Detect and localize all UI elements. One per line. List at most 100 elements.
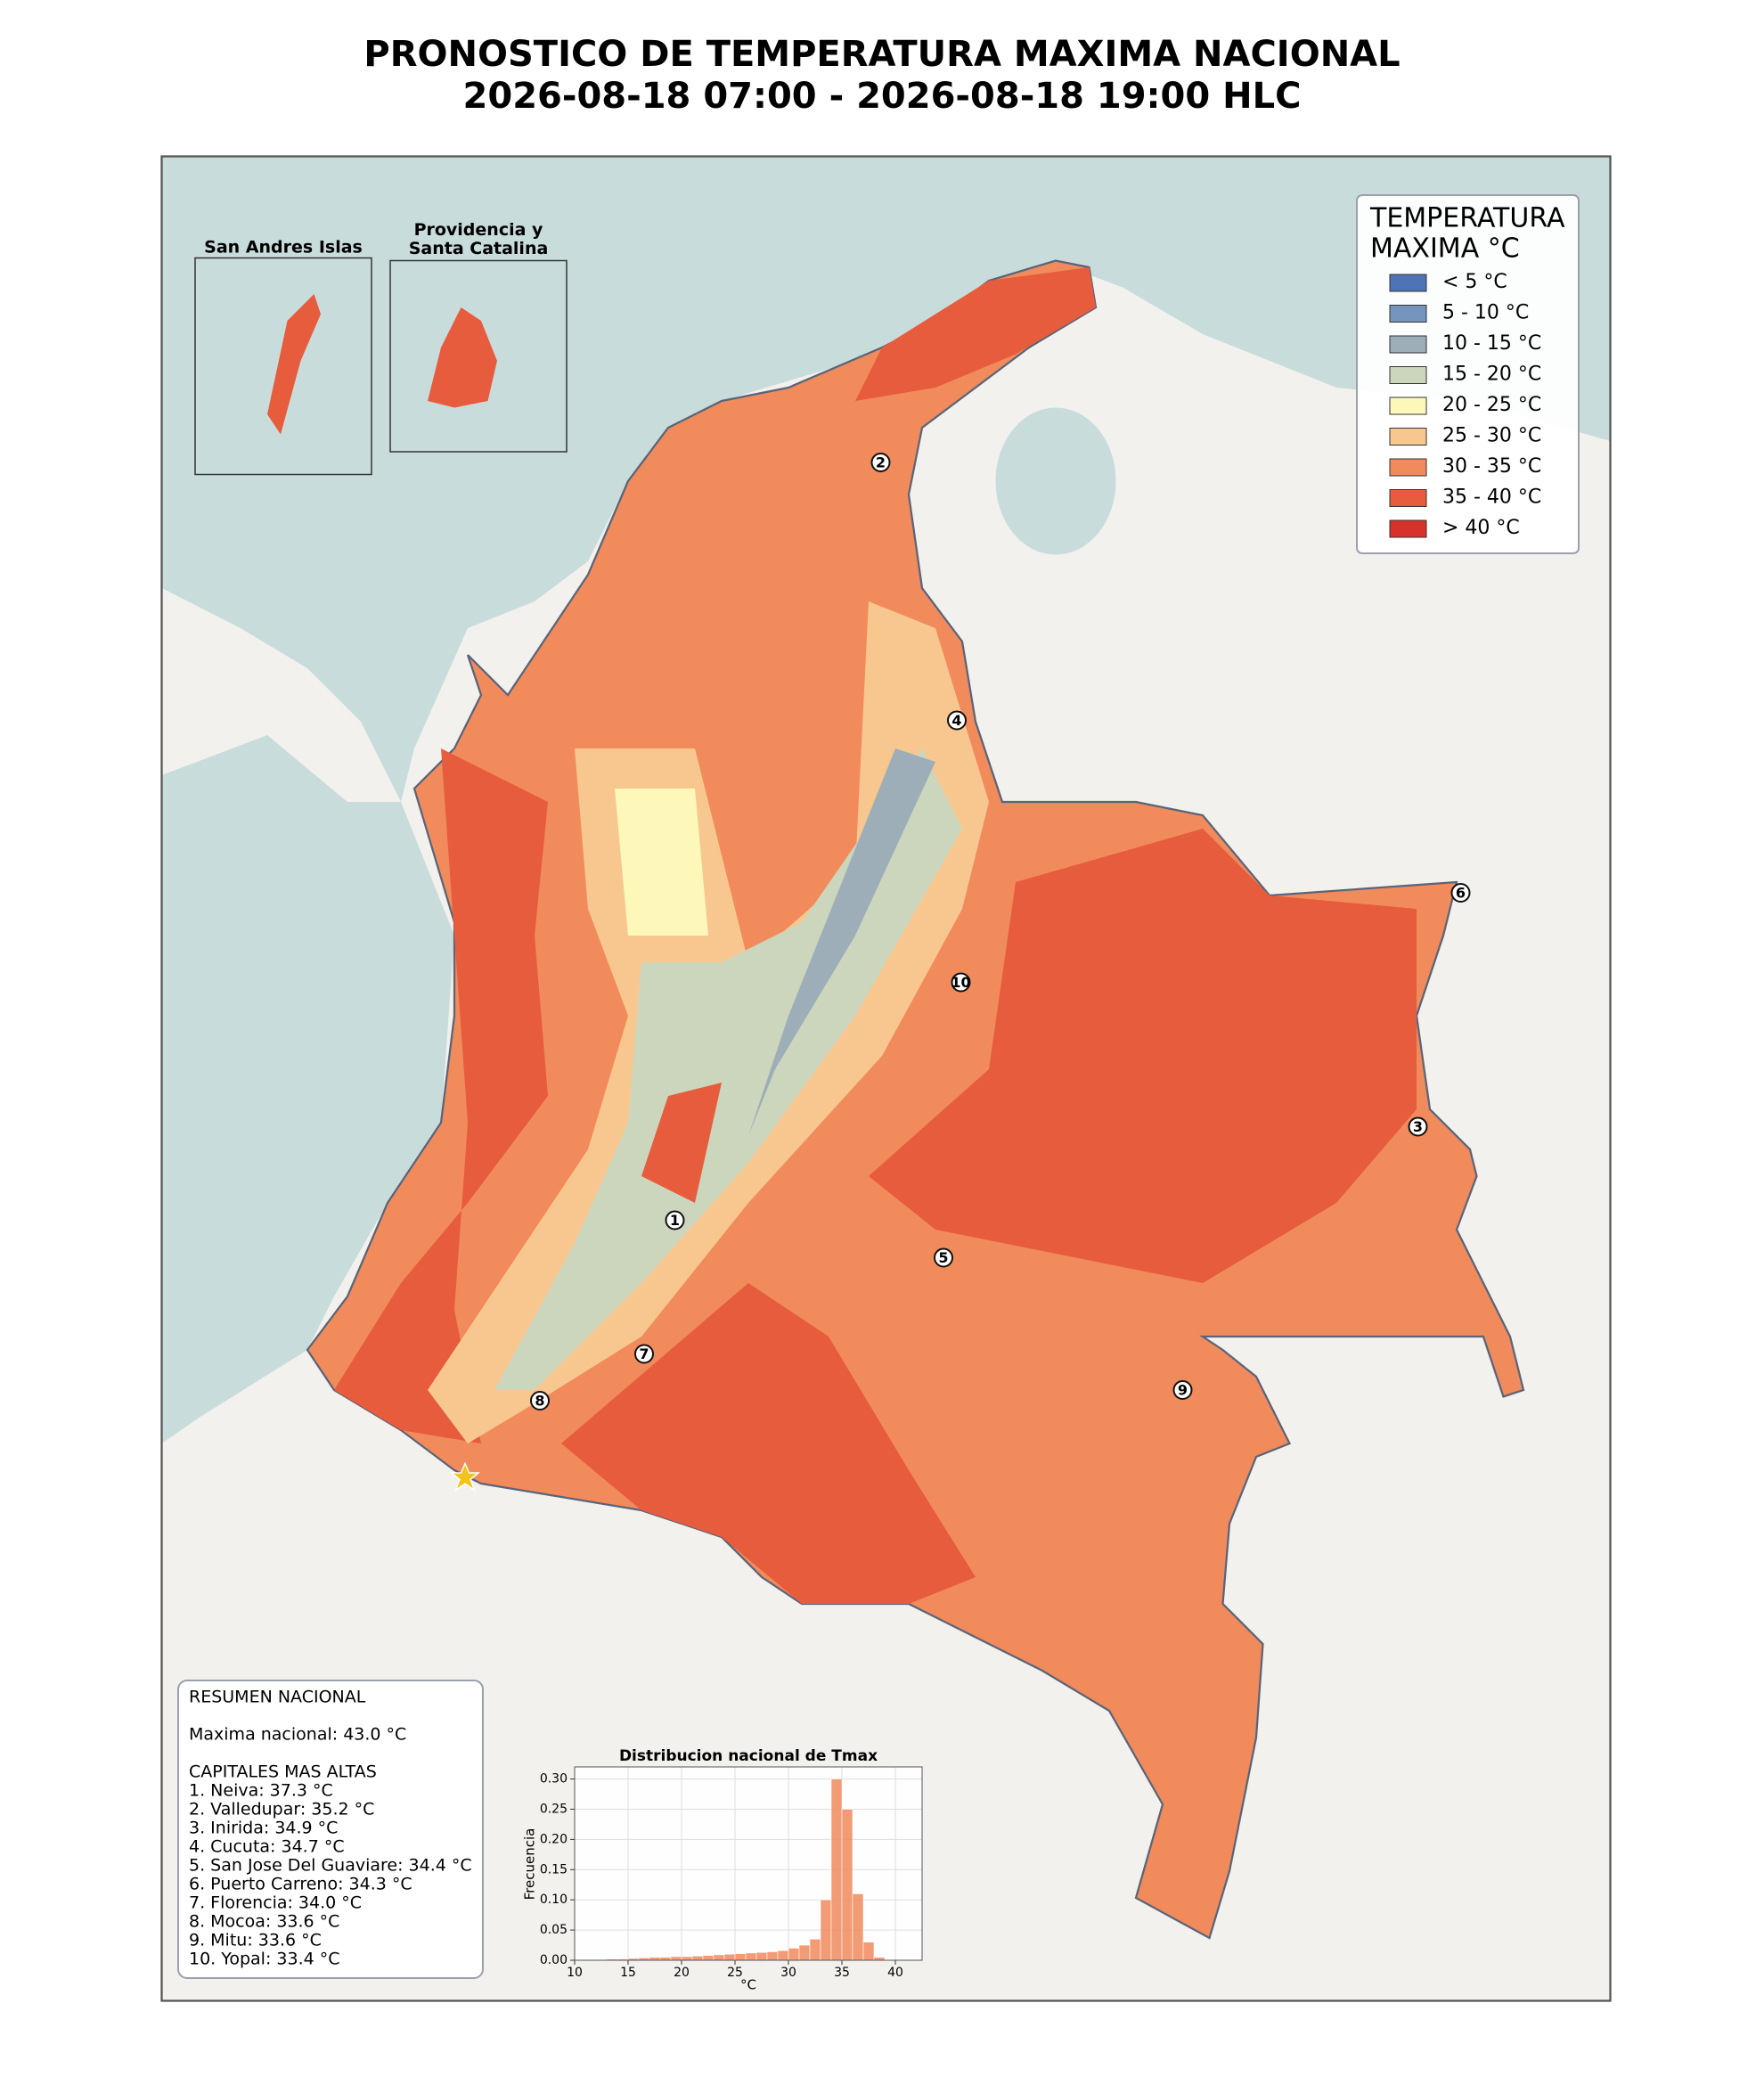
legend-title: MAXIMA °C	[1370, 233, 1520, 265]
hist-bg	[575, 1767, 922, 1960]
x-tick-label: 20	[674, 1966, 690, 1980]
inset-label: San Andres Islas	[204, 238, 363, 258]
x-tick-label: 35	[834, 1966, 850, 1980]
legend-label: 10 - 15 °C	[1442, 332, 1541, 355]
hist-bar	[841, 1809, 853, 1961]
hist-bar	[777, 1950, 789, 1961]
y-tick-label: 0.05	[540, 1923, 568, 1937]
capital-label: 10	[951, 974, 970, 991]
legend-label: < 5 °C	[1442, 271, 1507, 293]
legend-swatch	[1389, 458, 1427, 477]
hist-bar	[862, 1942, 875, 1961]
summary-max: Maxima nacional: 43.0 °C	[189, 1725, 406, 1745]
capital-label: 6	[1456, 885, 1466, 902]
hist-bar	[852, 1893, 864, 1961]
capital-marker	[530, 1391, 550, 1410]
capital-marker	[665, 1210, 685, 1231]
capital-entry: 3. Inirida: 34.9 °C	[189, 1819, 338, 1838]
hist-bar	[702, 1955, 715, 1961]
capital-entry: 6. Puerto Carreno: 34.3 °C	[189, 1875, 412, 1894]
capital-label: 7	[639, 1345, 649, 1362]
lake	[995, 407, 1116, 555]
y-tick-label: 0.20	[540, 1832, 568, 1846]
x-tick-label: 30	[780, 1966, 796, 1980]
legend-label: > 40 °C	[1442, 517, 1520, 539]
summary-title: RESUMEN NACIONAL	[189, 1688, 366, 1707]
title-line: 2026-08-18 07:00 - 2026-08-18 19:00 HLC	[463, 76, 1302, 117]
capital-marker	[947, 710, 967, 731]
hist-bar	[723, 1953, 736, 1961]
star	[449, 1461, 481, 1492]
capital-marker	[870, 453, 891, 472]
y-tick-label: 0.25	[540, 1802, 568, 1816]
legend-label: 30 - 35 °C	[1442, 455, 1541, 478]
legend-swatch	[1389, 305, 1427, 323]
legend-swatch	[1389, 366, 1427, 384]
capital-entry: 5. San Jose Del Guaviare: 34.4 °C	[189, 1856, 472, 1876]
legend-swatch	[1389, 335, 1427, 354]
hist-y-label: Frecuencia	[522, 1828, 538, 1901]
andes	[615, 789, 708, 936]
summary-box	[177, 1680, 484, 1979]
hist-bar	[691, 1955, 704, 1961]
hist-bar	[798, 1944, 811, 1961]
legend-title: TEMPERATURA	[1369, 203, 1565, 234]
capital-label: 5	[938, 1249, 948, 1266]
capital-marker	[634, 1344, 654, 1364]
legend-label: 35 - 40 °C	[1442, 487, 1541, 509]
capital-entry: 4. Cucuta: 34.7 °C	[189, 1837, 345, 1857]
capital-label: 4	[951, 712, 961, 729]
capital-marker	[1408, 1116, 1428, 1137]
title-line: PRONOSTICO DE TEMPERATURA MAXIMA NACIONA…	[363, 34, 1400, 75]
hist-bar	[755, 1951, 768, 1961]
hot-region	[561, 1283, 976, 1604]
y-tick-label: 0.30	[540, 1772, 568, 1787]
capital-marker	[951, 972, 971, 993]
legend-label: 5 - 10 °C	[1442, 302, 1529, 324]
legend-swatch	[1389, 489, 1427, 507]
hist-bar	[809, 1938, 821, 1961]
inset-label: Providencia y Santa Catalina	[409, 220, 549, 258]
hist-bar	[713, 1954, 725, 1961]
hist-frame	[574, 1766, 923, 1961]
legend-label: 25 - 30 °C	[1442, 425, 1541, 447]
hot-region	[641, 1083, 722, 1203]
legend-swatch	[1389, 397, 1427, 415]
x-tick-label: 10	[567, 1966, 583, 1980]
capital-entry: 10. Yopal: 33.4 °C	[189, 1950, 340, 1969]
hist-title: Distribucion nacional de Tmax	[619, 1747, 878, 1765]
hist-bar	[766, 1951, 779, 1961]
hist-bar	[745, 1952, 757, 1961]
legend-swatch	[1389, 428, 1427, 446]
x-tick-label: 15	[620, 1966, 636, 1980]
hist-bar	[820, 1899, 832, 1961]
hist-bar	[670, 1956, 682, 1961]
legend-swatch	[1389, 274, 1427, 292]
capital-marker	[1450, 883, 1471, 903]
hist-x-label: °C	[740, 1977, 756, 1993]
hist-bar	[873, 1957, 886, 1961]
summary-capitals-title: CAPITALES MAS ALTAS	[189, 1762, 377, 1782]
capital-entry: 7. Florencia: 34.0 °C	[189, 1893, 362, 1913]
x-tick-label: 25	[727, 1966, 743, 1980]
map-frame	[160, 155, 1612, 2002]
hist-bar	[788, 1948, 800, 1961]
andes	[748, 748, 935, 1136]
legend-label: 15 - 20 °C	[1442, 364, 1541, 386]
capital-marker	[1172, 1380, 1193, 1400]
hist-bar	[830, 1778, 843, 1961]
hot-region	[869, 829, 1417, 1283]
capital-label: 8	[535, 1393, 544, 1410]
x-tick-label: 40	[887, 1966, 903, 1980]
island	[428, 307, 497, 408]
legend-swatch	[1389, 519, 1427, 538]
capital-entry: 8. Mocoa: 33.6 °C	[189, 1912, 339, 1932]
island	[267, 294, 321, 435]
hist-bar	[649, 1957, 661, 1961]
sea	[161, 735, 454, 1443]
hist-bar	[659, 1957, 672, 1961]
capital-label: 1	[670, 1212, 680, 1229]
y-tick-label: 0.10	[540, 1893, 568, 1907]
capital-label: 3	[1413, 1118, 1423, 1135]
